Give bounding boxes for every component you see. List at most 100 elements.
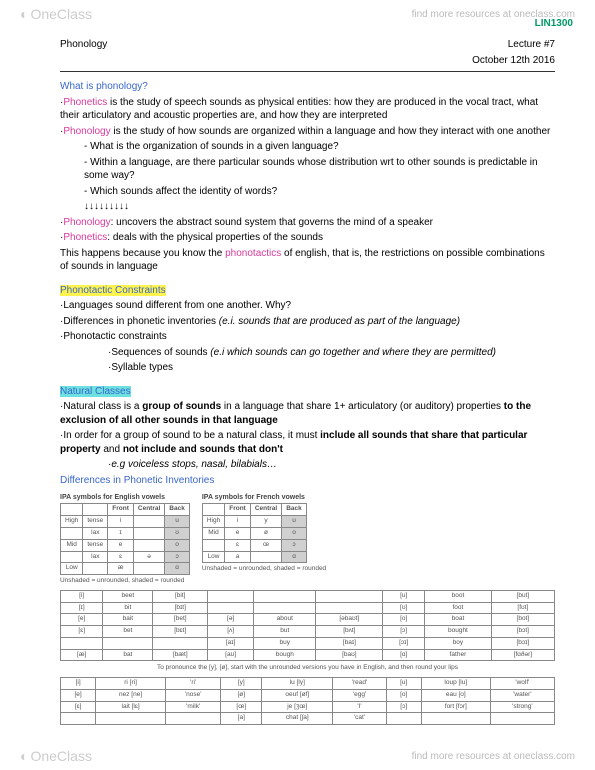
table-header: Front xyxy=(108,504,134,516)
text: ·Natural class is a xyxy=(60,401,142,412)
table-cell: [bɪt] xyxy=(153,602,208,614)
table-cell: chat [ʃa] xyxy=(262,713,333,725)
english-examples-table: [i]beet[bit][u]boot[but][ɪ]bit[bɪt][ʊ]fo… xyxy=(60,590,555,662)
section-title: Phonotactic Constraints xyxy=(60,284,555,298)
table-cell: [ø] xyxy=(221,689,262,701)
table-cell: [ɔɪ] xyxy=(383,637,425,649)
french-vowels-table: FrontCentralBackHighiyuMideøoɛœɔLowaɑ xyxy=(202,503,307,563)
table-cell: about xyxy=(254,614,316,626)
table-cell: ɛ xyxy=(108,551,134,563)
table-cell: [bit] xyxy=(153,590,208,602)
table-caption: Unshaded = unrounded, shaded = rounded xyxy=(202,565,326,574)
table-cell: je [ʒœ] xyxy=(262,701,333,713)
table-cell: [u] xyxy=(386,678,421,690)
table-header: Front xyxy=(225,504,251,516)
doc-header-row: Phonology Lecture #7 xyxy=(60,38,555,52)
text: ·Differences in phonetic inventories xyxy=(60,316,219,327)
eng-vowel-block: IPA symbols for English vowels FrontCent… xyxy=(60,493,190,586)
table-cell: [bɔɪ] xyxy=(491,637,554,649)
table-cell: [but] xyxy=(491,590,554,602)
table-cell xyxy=(61,527,83,539)
table-cell: Low xyxy=(202,551,224,563)
table-title: IPA symbols for French vowels xyxy=(202,493,326,502)
table-cell: loup [lu] xyxy=(421,678,490,690)
section-title: Differences in Phonetic Inventories xyxy=(60,474,555,488)
table-cell xyxy=(61,551,83,563)
bold-text: not include and sounds that don't xyxy=(123,444,283,455)
brand-logo: OneClass xyxy=(20,6,92,22)
table-cell: œ xyxy=(250,539,281,551)
bullet: What is the organization of sounds in a … xyxy=(84,140,555,154)
term-phonetics: Phonetics xyxy=(63,97,107,108)
table-cell xyxy=(254,602,316,614)
table-cell: [ə] xyxy=(208,614,254,626)
table-cell: bit xyxy=(103,602,153,614)
table-cell: ɔ xyxy=(165,551,190,563)
highlighted-title: Natural Classes xyxy=(60,386,131,397)
table-cell: 'nose' xyxy=(165,689,221,701)
vowel-tables-row: IPA symbols for English vowels FrontCent… xyxy=(60,493,555,586)
table-cell: 'water' xyxy=(490,689,554,701)
brand-logo: OneClass xyxy=(20,748,92,764)
brand-text: OneClass xyxy=(30,748,91,764)
table-cell: 'read' xyxy=(333,678,386,690)
brand-icon xyxy=(20,748,30,764)
table-cell: [bæt] xyxy=(153,649,208,661)
table-cell xyxy=(316,590,383,602)
table-header: Central xyxy=(250,504,281,516)
lecture-date: October 12th 2016 xyxy=(472,54,555,68)
table-cell: boy xyxy=(425,637,492,649)
table-cell: [y] xyxy=(221,678,262,690)
table-cell: lax xyxy=(83,551,108,563)
table-cell: [ɑ] xyxy=(383,649,425,661)
table-cell: ɔ xyxy=(282,539,307,551)
table-cell xyxy=(133,539,164,551)
table-cell xyxy=(421,713,490,725)
table-cell xyxy=(316,602,383,614)
table-cell: bought xyxy=(425,626,492,638)
table-cell: foot xyxy=(425,602,492,614)
table-cell: fort [fɔr] xyxy=(421,701,490,713)
table-cell: [o] xyxy=(386,689,421,701)
table-cell: i xyxy=(225,516,251,528)
para: This happens because you know the phonot… xyxy=(60,247,555,274)
text: is the study of how sounds are organized… xyxy=(111,126,551,137)
table-cell: [u] xyxy=(383,590,425,602)
table-cell xyxy=(490,713,554,725)
para: ·Differences in phonetic inventories (e.… xyxy=(60,315,555,329)
table-cell: 'milk' xyxy=(165,701,221,713)
bold-text: group of sounds xyxy=(142,401,221,412)
para: ·Phonotactic constraints xyxy=(60,330,555,344)
doc-title: Phonology xyxy=(60,38,107,52)
doc-header-row2: October 12th 2016 xyxy=(60,54,555,68)
table-cell xyxy=(103,637,153,649)
table-cell xyxy=(133,516,164,528)
table-cell: oeuf [øf] xyxy=(262,689,333,701)
table-cell xyxy=(96,713,166,725)
table-cell: [fɑðər] xyxy=(491,649,554,661)
table-cell: y xyxy=(250,516,281,528)
table-cell: 'egg' xyxy=(333,689,386,701)
table-cell: [ɛ] xyxy=(61,626,103,638)
table-cell: but xyxy=(254,626,316,638)
table-cell: beet xyxy=(103,590,153,602)
french-examples-table: [i]ri [ri]'ri'[y]lu [ly]'read'[u]loup [l… xyxy=(60,677,555,725)
table-cell: [e] xyxy=(61,689,96,701)
table-cell: [bɛt] xyxy=(153,626,208,638)
lecture-num: Lecture #7 xyxy=(508,38,555,52)
para: ·Phonology: uncovers the abstract sound … xyxy=(60,216,555,230)
fr-vowel-block: IPA symbols for French vowels FrontCentr… xyxy=(202,493,326,586)
section-title: Natural Classes xyxy=(60,385,555,399)
table-header xyxy=(83,504,108,516)
text: : deals with the physical properties of … xyxy=(107,232,323,243)
table-cell: buy xyxy=(254,637,316,649)
table-cell: [ʌ] xyxy=(208,626,254,638)
section-title: What is phonology? xyxy=(60,80,555,94)
table-cell: 'I' xyxy=(333,701,386,713)
table-cell: [ɛ] xyxy=(61,701,96,713)
table-cell: [a] xyxy=(221,713,262,725)
table-cell: [ɔ] xyxy=(386,701,421,713)
table-cell: [aʊ] xyxy=(208,649,254,661)
table-cell: ri [ri] xyxy=(96,678,166,690)
table-cell: [bʌt] xyxy=(316,626,383,638)
